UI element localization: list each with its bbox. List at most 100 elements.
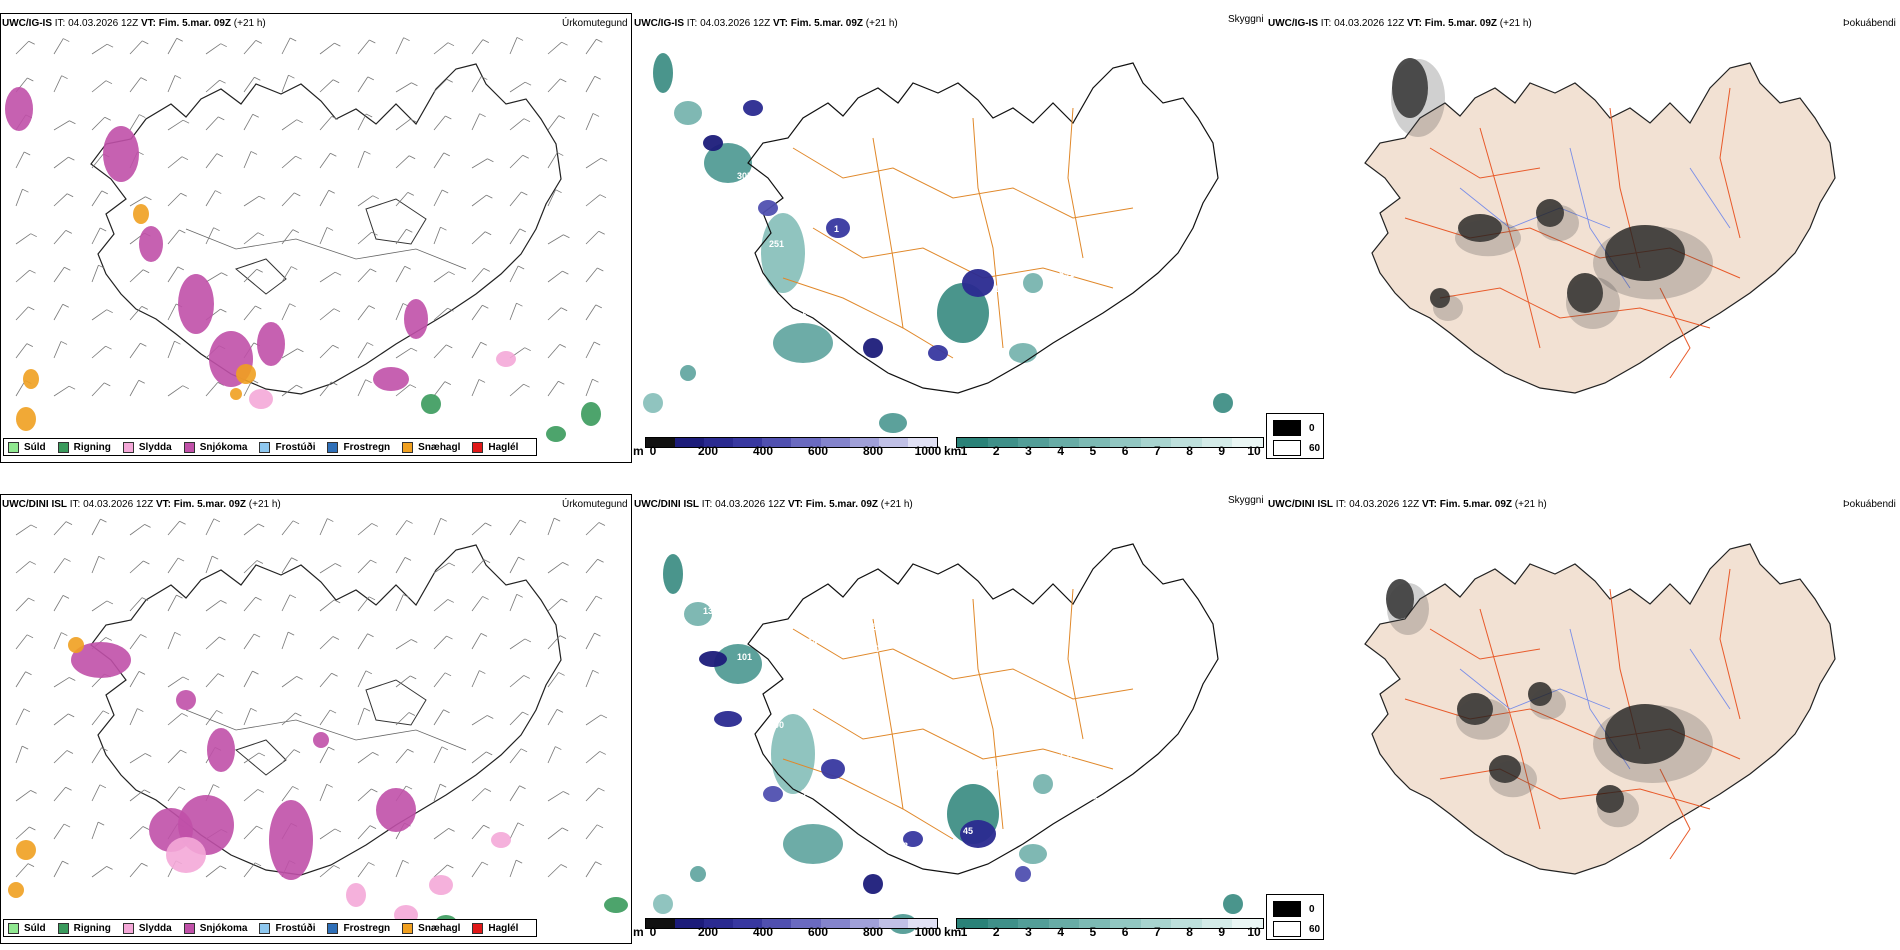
ceiling-value-label: 126 <box>1092 667 1107 677</box>
wind-barb-flag <box>27 77 34 82</box>
wind-barb <box>243 633 255 650</box>
visibility-panel-igis: 81 194 138 1999 106 38 77 478 891 911 213 110 421 76 1… <box>633 13 1263 463</box>
wind-barb-flag <box>411 82 418 87</box>
wind-barb-flag <box>523 675 530 679</box>
wind-barb <box>395 155 410 169</box>
wind-barb-flag <box>255 40 262 44</box>
wind-barb-flag <box>440 226 447 231</box>
wind-barb <box>53 341 62 359</box>
wind-barb-flag <box>29 561 36 565</box>
wind-barb <box>509 748 522 764</box>
wind-barb-flag <box>29 826 36 831</box>
wind-barb-flag <box>331 672 338 677</box>
wind-barb-flag <box>555 746 562 750</box>
road-line <box>1659 768 1691 860</box>
wind-barb-flag <box>139 114 146 118</box>
fog-index-halo <box>1537 204 1579 242</box>
wind-barb-flag <box>367 76 374 81</box>
wind-barb <box>509 675 525 688</box>
colorbar-cell <box>1201 919 1233 928</box>
wind-barb-flag <box>145 753 152 757</box>
wind-barb <box>547 381 559 397</box>
wind-barb-flag <box>406 228 413 233</box>
wind-barb <box>395 748 408 764</box>
wind-barb-flag <box>334 599 341 604</box>
fog-legend-swatch <box>1273 420 1301 436</box>
wind-barb-flag <box>368 596 376 601</box>
wind-barb-flag <box>480 633 488 637</box>
wind-barb <box>129 343 141 359</box>
ceiling-value-label: 134 <box>705 864 720 874</box>
wind-barb <box>319 42 335 55</box>
wind-barb-flag <box>444 672 452 677</box>
wind-barb-flag <box>441 189 449 194</box>
wind-barb-flag <box>368 305 376 309</box>
legend-swatch <box>183 441 195 453</box>
colorbar-unit: km <box>944 925 962 939</box>
wind-barb <box>509 191 522 207</box>
wind-barb <box>433 672 446 688</box>
wind-barb-flag <box>594 632 601 637</box>
wind-barb <box>357 113 367 131</box>
colorbar-tick-label: 9 <box>1218 925 1226 939</box>
precip-area-slydda <box>496 351 516 367</box>
colorbar-cell <box>791 919 821 928</box>
wind-barb <box>91 345 106 359</box>
wind-barb <box>585 522 600 536</box>
wind-barb-flag <box>598 787 605 792</box>
precip-area-snjokoma <box>257 322 285 366</box>
wind-barb <box>585 558 598 574</box>
wind-barb-flag <box>334 42 341 47</box>
ceiling-value-label: 232 <box>1028 811 1043 821</box>
colorbar-cell <box>1140 919 1172 928</box>
fog-legend-swatch <box>1273 440 1301 456</box>
wind-barb-flag <box>106 866 113 870</box>
legend-swatch <box>8 922 19 934</box>
wind-barb-flag <box>292 229 300 233</box>
ceiling-value-label: 77 <box>865 163 875 173</box>
colorbar-tick-label: 600 <box>807 925 829 939</box>
wind-barb-flag <box>295 712 302 717</box>
ceiling-value-label: 251 <box>769 239 784 249</box>
visibility-area <box>674 101 702 125</box>
wind-barb <box>357 559 371 574</box>
wind-barb-flag <box>141 862 148 867</box>
wind-barb-flag <box>371 788 378 793</box>
wind-barb <box>395 639 412 650</box>
wind-barb <box>281 348 298 359</box>
wind-barb-flag <box>562 562 569 566</box>
wind-barb-flag <box>64 266 71 271</box>
wind-barb <box>319 308 335 321</box>
legend-item: Frostregn <box>327 441 390 453</box>
road-line <box>782 758 954 840</box>
wind-barb <box>319 79 334 93</box>
ceiling-colorbar-igis: m 0 200 400 600 800 1000 <box>633 437 941 458</box>
wind-barb <box>471 596 483 612</box>
wind-barb <box>395 37 404 55</box>
wind-barb <box>91 710 104 726</box>
wind-barb-flag <box>592 113 600 117</box>
wind-barb <box>167 557 179 574</box>
ceiling-value-label: 12 <box>866 292 876 302</box>
wind-barb-flag <box>99 784 107 789</box>
wind-barb-flag <box>100 518 107 523</box>
wind-barb-flag <box>217 673 225 677</box>
wind-barb-flag <box>220 600 227 604</box>
wind-barb <box>243 862 256 878</box>
fog-legend-swatch <box>1273 921 1301 937</box>
wind-barb <box>243 708 252 726</box>
wind-barb-flag <box>407 748 414 753</box>
wind-barb <box>471 522 486 536</box>
header-dini-precip: UWC/DINI ISL IT: 04.03.2026 12Z VT: Fim.… <box>2 499 281 510</box>
wind-barb-flag <box>176 594 183 599</box>
wind-barb-flag <box>365 113 373 118</box>
wind-barb <box>547 152 558 169</box>
wind-barb-flag <box>483 824 490 829</box>
road-line <box>1479 127 1541 349</box>
wind-barb <box>205 865 221 878</box>
wind-barb <box>167 713 183 726</box>
colorbar-cell <box>1109 919 1141 928</box>
wind-barb-flag <box>447 864 454 869</box>
precip-area-snaehagl <box>8 882 24 898</box>
wind-barb <box>547 115 560 131</box>
